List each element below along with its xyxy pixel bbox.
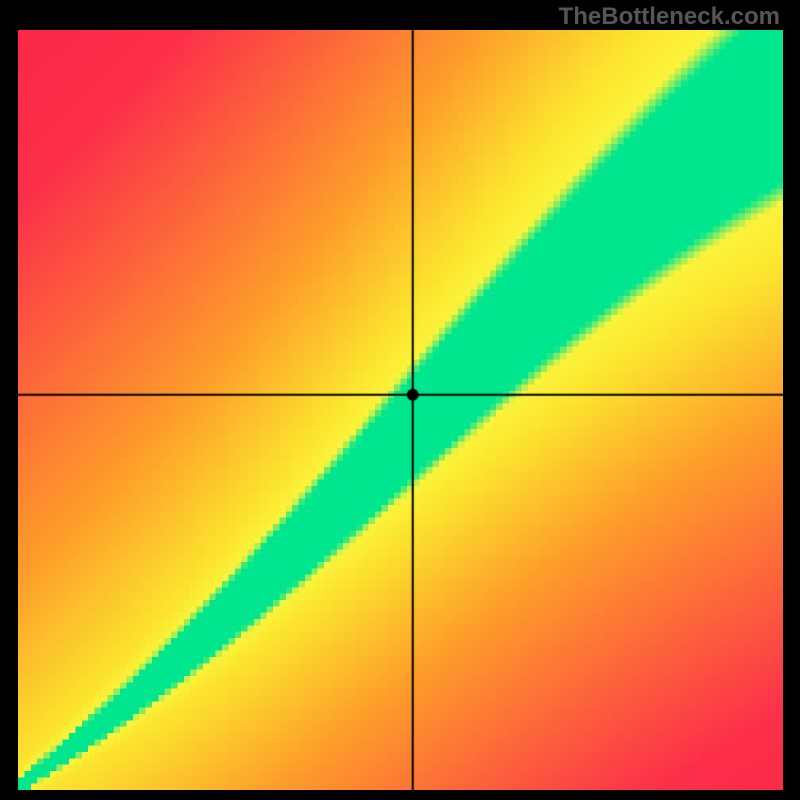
watermark-text: TheBottleneck.com	[559, 3, 780, 31]
crosshair-overlay	[18, 30, 783, 790]
chart-container: TheBottleneck.com	[0, 0, 800, 800]
